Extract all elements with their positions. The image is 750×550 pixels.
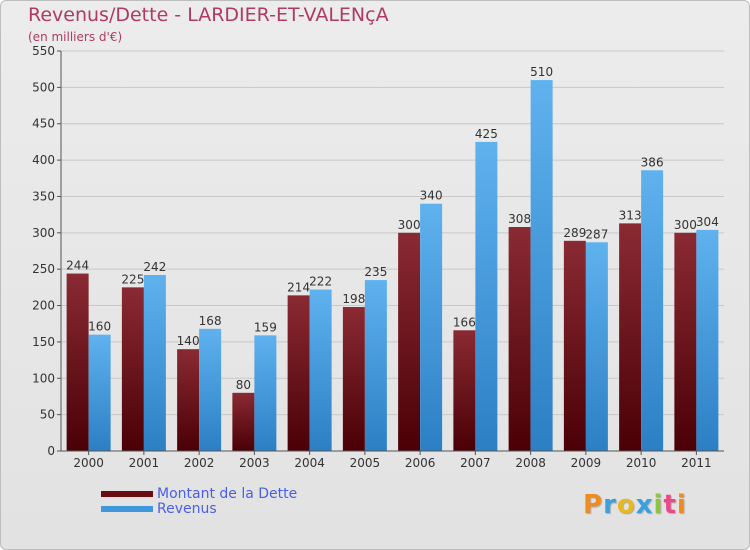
x-tick-label: 2000 bbox=[73, 456, 104, 470]
data-label: 168 bbox=[199, 314, 222, 328]
bar-revenus-2005 bbox=[364, 280, 387, 451]
bar-revenus-2008 bbox=[530, 80, 553, 451]
bar-debt-2007 bbox=[453, 330, 476, 451]
x-tick-label: 2010 bbox=[626, 456, 657, 470]
legend-swatch-revenus bbox=[101, 506, 153, 512]
data-label: 510 bbox=[530, 65, 553, 79]
legend-label-debt: Montant de la Dette bbox=[157, 486, 298, 502]
data-label: 425 bbox=[475, 127, 498, 141]
bar-debt-2001 bbox=[121, 287, 144, 451]
data-label: 300 bbox=[398, 218, 421, 232]
data-label: 242 bbox=[143, 260, 166, 274]
data-label: 225 bbox=[121, 272, 144, 286]
bar-debt-2006 bbox=[398, 232, 421, 451]
axes: 0 50 100 150 200 250 300 350 400 450 500 550 2000 200… bbox=[32, 44, 724, 470]
data-label: 159 bbox=[254, 320, 277, 334]
data-label: 140 bbox=[177, 334, 200, 348]
y-tick-label: 100 bbox=[32, 371, 55, 385]
y-tick-label: 350 bbox=[32, 189, 55, 203]
data-label: 160 bbox=[88, 320, 111, 334]
y-tick-label: 200 bbox=[32, 299, 55, 313]
x-tick-label: 2003 bbox=[239, 456, 270, 470]
bar-revenus-2007 bbox=[475, 141, 498, 451]
bar-debt-2009 bbox=[563, 240, 586, 451]
bar-debt-2000 bbox=[66, 273, 89, 451]
x-tick-label: 2001 bbox=[129, 456, 160, 470]
bar-revenus-2002 bbox=[199, 328, 222, 451]
data-label: 214 bbox=[287, 280, 310, 294]
x-tick-label: 2004 bbox=[294, 456, 325, 470]
x-tick-label: 2005 bbox=[350, 456, 381, 470]
bar-revenus-2000 bbox=[88, 334, 111, 451]
y-tick-label: 250 bbox=[32, 262, 55, 276]
bar-revenus-2001 bbox=[143, 275, 166, 451]
legend-label-revenus: Revenus bbox=[157, 501, 217, 517]
data-label: 222 bbox=[309, 275, 332, 289]
y-tick-label: 550 bbox=[32, 44, 55, 58]
bar-debt-2002 bbox=[177, 349, 200, 451]
proxiti-logo: Proxiti bbox=[583, 490, 687, 520]
bar-revenus-2003 bbox=[254, 335, 277, 451]
bar-debt-2008 bbox=[508, 227, 531, 451]
data-label: 289 bbox=[563, 226, 586, 240]
y-tick-label: 450 bbox=[32, 117, 55, 131]
x-tick-label: 2009 bbox=[571, 456, 602, 470]
data-label: 304 bbox=[696, 215, 719, 229]
legend-swatch-debt bbox=[101, 491, 153, 497]
x-tick-label: 2008 bbox=[515, 456, 546, 470]
grid-lines bbox=[61, 50, 724, 416]
y-tick-label: 0 bbox=[47, 444, 55, 458]
data-label: 340 bbox=[420, 189, 443, 203]
bar-revenus-2011 bbox=[696, 229, 719, 451]
data-label: 244 bbox=[66, 259, 89, 273]
x-tick-label: 2002 bbox=[184, 456, 215, 470]
bar-debt-2003 bbox=[232, 392, 255, 451]
bar-debt-2010 bbox=[619, 223, 642, 451]
data-label: 308 bbox=[508, 212, 531, 226]
x-tick-label: 2006 bbox=[405, 456, 436, 470]
y-tick-label: 50 bbox=[40, 408, 55, 422]
bar-debt-2004 bbox=[287, 295, 310, 451]
x-tick-label: 2011 bbox=[681, 456, 712, 470]
y-tick-label: 150 bbox=[32, 335, 55, 349]
bar-revenus-2010 bbox=[641, 170, 664, 452]
data-label: 235 bbox=[364, 265, 387, 279]
y-tick-label: 300 bbox=[32, 226, 55, 240]
bar-debt-2011 bbox=[674, 232, 697, 451]
y-tick-label: 500 bbox=[32, 80, 55, 94]
bar-revenus-2006 bbox=[420, 203, 443, 451]
data-label: 300 bbox=[674, 218, 697, 232]
data-label: 313 bbox=[619, 208, 642, 222]
data-label: 166 bbox=[453, 315, 476, 329]
chart-title: Revenus/Dette - LARDIER-ET-VALENçA bbox=[28, 4, 389, 26]
bar-revenus-2009 bbox=[585, 242, 608, 451]
data-label: 80 bbox=[236, 378, 251, 392]
bars bbox=[66, 80, 719, 452]
x-tick-label: 2007 bbox=[460, 456, 491, 470]
chart-subtitle: (en milliers d'€) bbox=[28, 30, 123, 44]
bar-revenus-2004 bbox=[309, 289, 332, 451]
bar-debt-2005 bbox=[342, 307, 365, 451]
data-label: 386 bbox=[641, 155, 664, 169]
y-tick-label: 400 bbox=[32, 153, 55, 167]
data-label: 287 bbox=[585, 227, 608, 241]
data-label: 198 bbox=[342, 292, 365, 306]
